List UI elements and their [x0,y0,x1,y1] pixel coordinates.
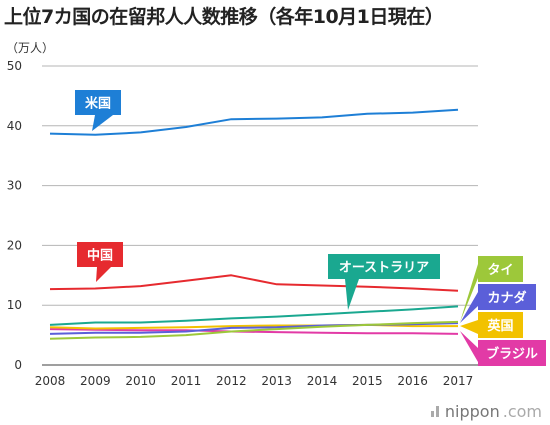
series-name: 中国 [87,248,113,264]
label-box [478,312,523,338]
label-box [328,254,440,279]
x-tick-label: 2009 [80,374,111,388]
x-ticks: 2008 2009 2010 2011 2012 2013 2014 2015 2016 2017 [35,374,474,388]
label-box [77,242,123,267]
x-tick-label: 2010 [125,374,156,388]
nippon-logo: nippon .com [430,402,542,421]
label-box [478,340,546,366]
label-pointer [460,292,478,323]
series-name: カナダ [487,290,526,306]
label-pointer [460,264,478,322]
y-ticks: 0 10 20 30 40 50 [7,59,22,372]
series-label: 英国 [460,312,523,338]
x-tick-label: 2008 [35,374,66,388]
series-name: オーストラリア [339,261,429,276]
series-label: オーストラリア [328,254,440,310]
label-pointer [460,331,478,362]
series-name: 米国 [85,96,111,112]
series-label: タイ [460,256,523,322]
y-axis-label: （万人） [6,41,54,55]
brand-suffix: .com [502,402,542,421]
x-tick-label: 2015 [352,374,383,388]
series-line [49,305,459,326]
series-label: 中国 [77,242,123,282]
series-line [49,274,459,292]
y-tick-label: 0 [14,358,22,372]
label-box [478,256,523,282]
brand-name: nippon [444,402,500,421]
x-tick-label: 2014 [307,374,338,388]
series-label: カナダ [460,284,536,323]
label-box [478,284,536,310]
y-tick-label: 10 [7,298,22,312]
grid [42,65,478,366]
series-name: タイ [487,263,513,278]
label-pointer [92,115,113,131]
x-tick-label: 2017 [443,374,474,388]
y-tick-label: 50 [7,59,22,73]
series-line [49,108,459,136]
series-label: ブラジル [460,331,546,366]
label-pointer [96,267,111,282]
label-pointer [460,320,478,334]
x-tick-label: 2012 [216,374,247,388]
series-line [49,320,459,340]
series-lines [49,108,459,340]
x-tick-label: 2016 [397,374,428,388]
label-pointer [345,279,359,310]
y-tick-label: 30 [7,179,22,193]
y-tick-label: 20 [7,238,22,252]
series-name: ブラジル [486,346,538,362]
y-tick-label: 40 [7,119,22,133]
series-line [49,328,459,335]
x-tick-label: 2011 [171,374,202,388]
logo-icon [430,406,442,417]
x-tick-label: 2013 [261,374,292,388]
series-name: 英国 [486,318,513,334]
label-box [75,90,121,115]
chart-title: 上位7カ国の在留邦人人数推移（各年10月1日現在） [4,6,444,28]
series-label: 米国 [75,90,121,131]
